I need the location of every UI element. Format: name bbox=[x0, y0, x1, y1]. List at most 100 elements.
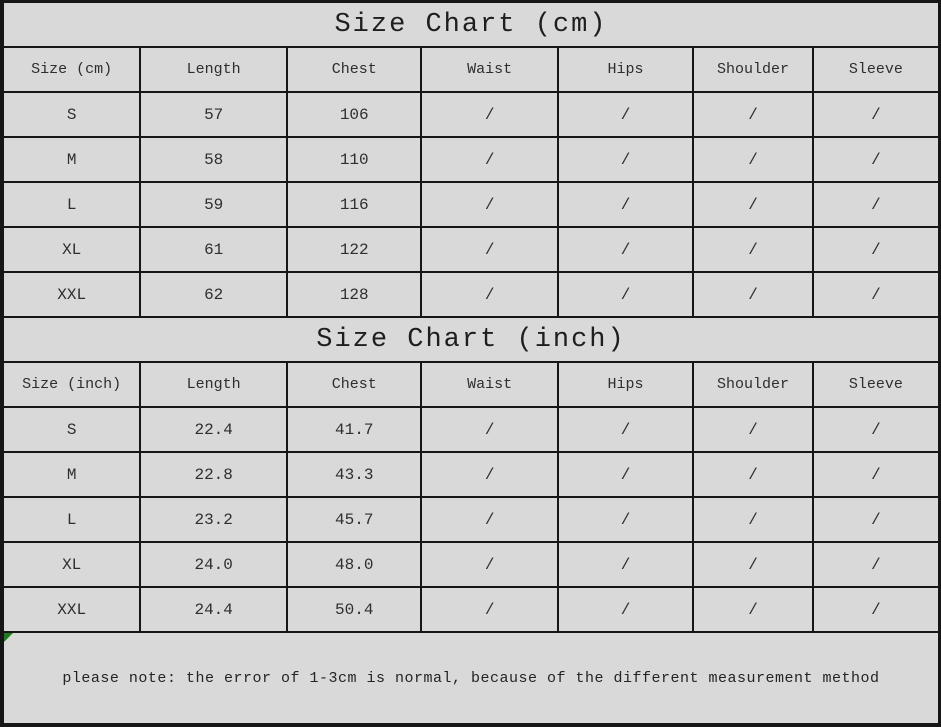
value-cell: 62 bbox=[139, 271, 288, 318]
column-header: Chest bbox=[285, 46, 423, 93]
value-cell: 106 bbox=[285, 91, 423, 138]
value-cell: 110 bbox=[285, 136, 423, 183]
size-cell: M bbox=[4, 451, 142, 498]
size-chart-cm-body: S 57 106// / / M 58 110// / / L 59 116// / / XL 61 122// /… bbox=[4, 91, 938, 318]
value-cell: / bbox=[811, 271, 938, 318]
size-chart-inch-table: Size (inch) Length Chest Waist Hips Shoulder S… bbox=[4, 361, 938, 633]
value-cell: / bbox=[811, 91, 938, 138]
value-cell: 24.0 bbox=[139, 541, 288, 588]
value-cell: / bbox=[556, 496, 695, 543]
column-header: Length bbox=[139, 46, 288, 93]
column-header: Size (cm) bbox=[4, 46, 142, 93]
size-chart-cm-title: Size Chart (cm) bbox=[334, 9, 608, 40]
table-row: M 58 110// / / bbox=[4, 136, 938, 183]
column-header: Size (inch) bbox=[4, 361, 142, 408]
value-cell: 24.4 bbox=[139, 586, 288, 633]
column-header: Hips bbox=[556, 361, 695, 408]
value-cell: 43.3 bbox=[285, 451, 423, 498]
value-cell: / bbox=[811, 181, 938, 228]
value-cell: / bbox=[556, 91, 695, 138]
value-cell: / bbox=[556, 226, 695, 273]
table-row: L 23.2 45.7// / / bbox=[4, 496, 938, 543]
size-chart-inch-title: Size Chart (inch) bbox=[316, 324, 626, 355]
value-cell: / bbox=[811, 226, 938, 273]
column-header: Hips bbox=[556, 46, 695, 93]
size-chart-cm-section: Size Chart (cm) Size (cm) Length Chest Wais… bbox=[4, 3, 938, 318]
value-cell: / bbox=[556, 136, 695, 183]
table-row: XL 24.0 48.0// / / bbox=[4, 541, 938, 588]
size-cell: XXL bbox=[4, 271, 142, 318]
value-cell: 116 bbox=[285, 181, 423, 228]
value-cell: / bbox=[692, 451, 814, 498]
value-cell: / bbox=[420, 136, 559, 183]
value-cell: / bbox=[420, 451, 559, 498]
value-cell: / bbox=[556, 271, 695, 318]
table-row: XL 61 122// / / bbox=[4, 226, 938, 273]
value-cell: / bbox=[556, 406, 695, 453]
value-cell: / bbox=[692, 496, 814, 543]
value-cell: / bbox=[556, 541, 695, 588]
value-cell: / bbox=[420, 406, 559, 453]
value-cell: / bbox=[811, 451, 938, 498]
column-header: Waist bbox=[420, 46, 559, 93]
value-cell: / bbox=[811, 136, 938, 183]
value-cell: 23.2 bbox=[139, 496, 288, 543]
size-chart-cm-table: Size (cm) Length Chest Waist Hips Shoulder Sle… bbox=[4, 46, 938, 318]
table-row: XXL 24.4 50.4// / / bbox=[4, 586, 938, 633]
size-chart-inch-section: Size Chart (inch) Size (inch) Length Chest… bbox=[4, 318, 938, 633]
value-cell: / bbox=[692, 181, 814, 228]
column-header: Sleeve bbox=[811, 361, 938, 408]
column-header: Sleeve bbox=[811, 46, 938, 93]
table-row: S 22.4 41.7// / / bbox=[4, 406, 938, 453]
size-cell: S bbox=[4, 91, 142, 138]
column-header: Waist bbox=[420, 361, 559, 408]
green-corner-marker-icon bbox=[4, 633, 13, 642]
value-cell: / bbox=[420, 496, 559, 543]
value-cell: 61 bbox=[139, 226, 288, 273]
table-row: M 22.8 43.3// / / bbox=[4, 451, 938, 498]
value-cell: / bbox=[811, 406, 938, 453]
size-cell: L bbox=[4, 496, 142, 543]
column-header: Shoulder bbox=[692, 361, 814, 408]
value-cell: / bbox=[692, 586, 814, 633]
value-cell: / bbox=[692, 406, 814, 453]
value-cell: 122 bbox=[285, 226, 423, 273]
value-cell: / bbox=[556, 586, 695, 633]
value-cell: 57 bbox=[139, 91, 288, 138]
value-cell: / bbox=[420, 226, 559, 273]
header-row: Size (inch) Length Chest Waist Hips Shoulder S… bbox=[4, 361, 938, 408]
size-cell: XL bbox=[4, 226, 142, 273]
column-header: Chest bbox=[285, 361, 423, 408]
size-cell: S bbox=[4, 406, 142, 453]
value-cell: 50.4 bbox=[285, 586, 423, 633]
value-cell: 58 bbox=[139, 136, 288, 183]
value-cell: / bbox=[420, 271, 559, 318]
size-cell: XXL bbox=[4, 586, 142, 633]
size-cell: XL bbox=[4, 541, 142, 588]
value-cell: / bbox=[556, 181, 695, 228]
value-cell: 22.8 bbox=[139, 451, 288, 498]
size-chart-inch-header: Size (inch) Length Chest Waist Hips Shoulder S… bbox=[4, 361, 938, 408]
value-cell: 59 bbox=[139, 181, 288, 228]
value-cell: 41.7 bbox=[285, 406, 423, 453]
value-cell: 128 bbox=[285, 271, 423, 318]
value-cell: / bbox=[692, 541, 814, 588]
value-cell: / bbox=[811, 541, 938, 588]
value-cell: / bbox=[811, 496, 938, 543]
value-cell: 45.7 bbox=[285, 496, 423, 543]
value-cell: 22.4 bbox=[139, 406, 288, 453]
note-row: please note: the error of 1-3cm is norma… bbox=[4, 633, 938, 723]
value-cell: 48.0 bbox=[285, 541, 423, 588]
value-cell: / bbox=[692, 271, 814, 318]
column-header: Length bbox=[139, 361, 288, 408]
table-row: XXL 62 128// / / bbox=[4, 271, 938, 318]
value-cell: / bbox=[420, 586, 559, 633]
value-cell: / bbox=[692, 136, 814, 183]
value-cell: / bbox=[420, 541, 559, 588]
value-cell: / bbox=[811, 586, 938, 633]
value-cell: / bbox=[692, 226, 814, 273]
note-text: please note: the error of 1-3cm is norma… bbox=[62, 669, 880, 687]
table-row: S 57 106// / / bbox=[4, 91, 938, 138]
size-cell: L bbox=[4, 181, 142, 228]
